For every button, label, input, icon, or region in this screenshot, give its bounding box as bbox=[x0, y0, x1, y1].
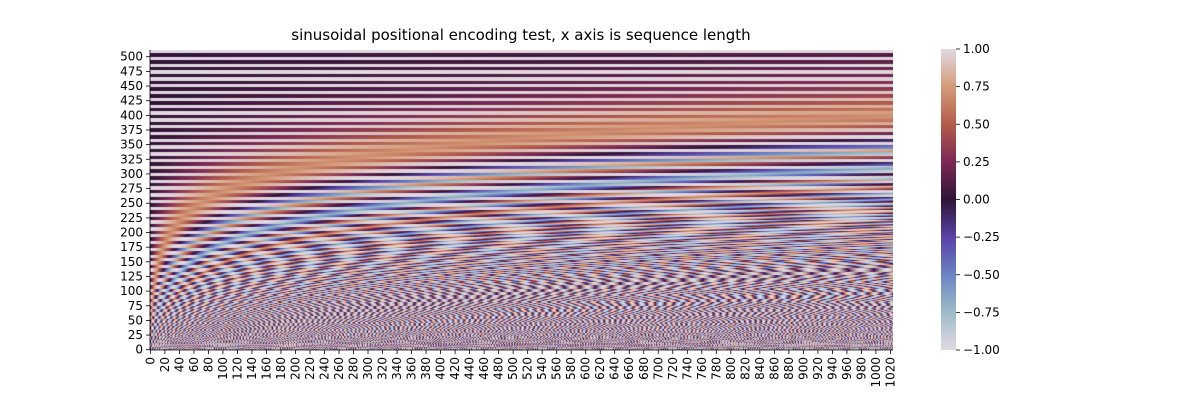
y-tick-label: 175 bbox=[120, 240, 143, 254]
x-tick-label: 520 bbox=[521, 357, 535, 380]
x-tick-label: 0 bbox=[143, 357, 157, 365]
colorbar-tick-label: 0.00 bbox=[963, 193, 990, 207]
x-tick-label: 920 bbox=[811, 357, 825, 380]
y-tick-label: 350 bbox=[120, 138, 143, 152]
heatmap-canvas bbox=[150, 50, 893, 350]
colorbar-axis: 1.00 0.75 0.50 0.25 0.00 −0.25 −0.50 −0.75 −1.00 bbox=[956, 42, 1000, 357]
y-tick-label: 300 bbox=[120, 167, 143, 181]
x-axis: 0 20 40 60 80 100 120 140 160 180 200 220 240 260 280 3… bbox=[143, 349, 897, 388]
y-tick-label: 500 bbox=[120, 50, 143, 64]
colorbar bbox=[941, 49, 956, 350]
heatmap-plot-area bbox=[150, 50, 893, 350]
y-tick-label: 375 bbox=[120, 123, 143, 137]
y-tick-label: 250 bbox=[120, 196, 143, 210]
x-tick-label: 900 bbox=[796, 357, 810, 380]
x-tick-label: 380 bbox=[419, 357, 433, 380]
y-tick-label: 275 bbox=[120, 182, 143, 196]
x-tick-label: 120 bbox=[230, 357, 244, 380]
y-tick-label: 75 bbox=[128, 299, 143, 313]
x-tick-label: 680 bbox=[637, 357, 651, 380]
x-tick-label: 500 bbox=[506, 357, 520, 380]
y-tick-label: 325 bbox=[120, 152, 143, 166]
x-tick-label: 260 bbox=[332, 357, 346, 380]
x-tick-label: 980 bbox=[854, 357, 868, 380]
x-tick-label: 600 bbox=[579, 357, 593, 380]
y-tick-label: 200 bbox=[120, 226, 143, 240]
x-tick-label: 700 bbox=[651, 357, 665, 380]
y-axis: 0255075100125150175200225250275300325350… bbox=[120, 50, 151, 357]
x-tick-label: 360 bbox=[405, 357, 419, 380]
y-tick-label: 125 bbox=[120, 269, 143, 283]
x-tick-label: 100 bbox=[216, 357, 230, 380]
colorbar-tick-label: −1.00 bbox=[963, 343, 1000, 357]
x-tick-label: 480 bbox=[492, 357, 506, 380]
x-tick-label: 640 bbox=[608, 357, 622, 380]
y-tick-label: 450 bbox=[120, 79, 143, 93]
x-tick-label: 200 bbox=[288, 357, 302, 380]
x-tick-label: 780 bbox=[709, 357, 723, 380]
x-tick-label: 1000 bbox=[869, 357, 883, 388]
x-tick-label: 460 bbox=[477, 357, 491, 380]
y-tick-label: 25 bbox=[128, 328, 143, 342]
x-tick-label: 420 bbox=[448, 357, 462, 380]
y-tick-label: 0 bbox=[135, 343, 143, 357]
x-tick-label: 800 bbox=[724, 357, 738, 380]
y-tick-label: 425 bbox=[120, 94, 143, 108]
colorbar-tick-label: −0.25 bbox=[963, 230, 1000, 244]
colorbar-tick-label: −0.75 bbox=[963, 305, 1000, 319]
x-tick-label: 280 bbox=[347, 357, 361, 380]
colorbar-tick-label: 1.00 bbox=[963, 42, 990, 56]
x-tick-label: 880 bbox=[782, 357, 796, 380]
x-tick-label: 940 bbox=[825, 357, 839, 380]
x-tick-label: 840 bbox=[753, 357, 767, 380]
x-tick-label: 440 bbox=[463, 357, 477, 380]
x-tick-label: 620 bbox=[593, 357, 607, 380]
x-tick-label: 820 bbox=[738, 357, 752, 380]
colorbar-tick-label: 0.25 bbox=[963, 155, 990, 169]
x-tick-label: 60 bbox=[187, 357, 201, 372]
x-tick-label: 180 bbox=[274, 357, 288, 380]
x-tick-label: 220 bbox=[303, 357, 317, 380]
x-tick-label: 1020 bbox=[883, 357, 897, 388]
x-tick-label: 140 bbox=[245, 357, 259, 380]
colorbar-tick-label: 0.75 bbox=[963, 80, 990, 94]
x-tick-label: 720 bbox=[666, 357, 680, 380]
x-tick-label: 20 bbox=[158, 357, 172, 372]
x-tick-label: 860 bbox=[767, 357, 781, 380]
x-tick-label: 80 bbox=[201, 357, 215, 372]
x-tick-label: 660 bbox=[622, 357, 636, 380]
y-tick-label: 225 bbox=[120, 211, 143, 225]
x-tick-label: 240 bbox=[318, 357, 332, 380]
x-tick-label: 160 bbox=[259, 357, 273, 380]
x-tick-label: 960 bbox=[840, 357, 854, 380]
x-tick-label: 580 bbox=[564, 357, 578, 380]
colorbar-tick-label: 0.50 bbox=[963, 117, 990, 131]
x-tick-label: 320 bbox=[376, 357, 390, 380]
y-tick-label: 400 bbox=[120, 108, 143, 122]
x-tick-label: 300 bbox=[361, 357, 375, 380]
colorbar-tick-label: −0.50 bbox=[963, 268, 1000, 282]
y-tick-label: 150 bbox=[120, 255, 143, 269]
x-tick-label: 760 bbox=[695, 357, 709, 380]
x-tick-label: 740 bbox=[680, 357, 694, 380]
y-tick-label: 50 bbox=[128, 313, 143, 327]
x-tick-label: 400 bbox=[434, 357, 448, 380]
y-tick-label: 100 bbox=[120, 284, 143, 298]
x-tick-label: 560 bbox=[550, 357, 564, 380]
x-tick-label: 340 bbox=[390, 357, 404, 380]
chart-title: sinusoidal positional encoding test, x a… bbox=[291, 26, 750, 44]
x-tick-label: 540 bbox=[535, 357, 549, 380]
x-tick-label: 40 bbox=[172, 357, 186, 372]
y-tick-label: 475 bbox=[120, 64, 143, 78]
